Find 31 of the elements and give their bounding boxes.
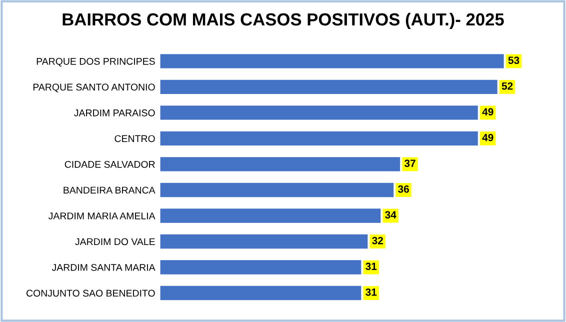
data-label: 31 [366,262,377,270]
data-label: 32 [372,236,383,244]
data-label: 52 [502,82,513,90]
y-tick-label: JARDIM SANTA MARIA [52,264,156,271]
y-tick-label: CONJUNTO SAO BENEDITO [26,290,155,297]
bar [160,54,504,68]
y-tick-label: JARDIM PARAISO [74,109,155,116]
y-tick-label: PARQUE SANTO ANTONIO [33,84,155,92]
bar [160,260,362,274]
data-label: 36 [398,185,409,193]
data-label: 31 [366,288,377,296]
chart-title: BAIRROS COM MAIS CASOS POSITIVOS (AUT.)- 2025 [62,12,504,30]
y-tick-label: PARQUE DOS PRINCIPES [36,58,155,67]
bar [160,182,394,198]
y-tick-label: CIDADE SALVADOR [64,160,155,168]
bar [160,106,478,120]
bar [160,208,381,223]
bar [160,80,498,94]
y-tick-label: CENTRO [114,135,155,142]
data-label: 37 [404,160,416,168]
bar [160,286,362,300]
bar [160,234,368,249]
y-tick-label: JARDIM MARIA AMELIA [48,212,156,220]
y-tick-label: BANDEIRA BRANCA [64,186,156,194]
y-tick-label: JARDIM DO VALE [75,238,155,246]
data-label: 34 [385,211,396,219]
bar [160,157,400,172]
data-label: 49 [482,108,494,116]
data-label: 53 [508,56,520,64]
bar [160,131,478,146]
data-label: 49 [482,134,494,142]
